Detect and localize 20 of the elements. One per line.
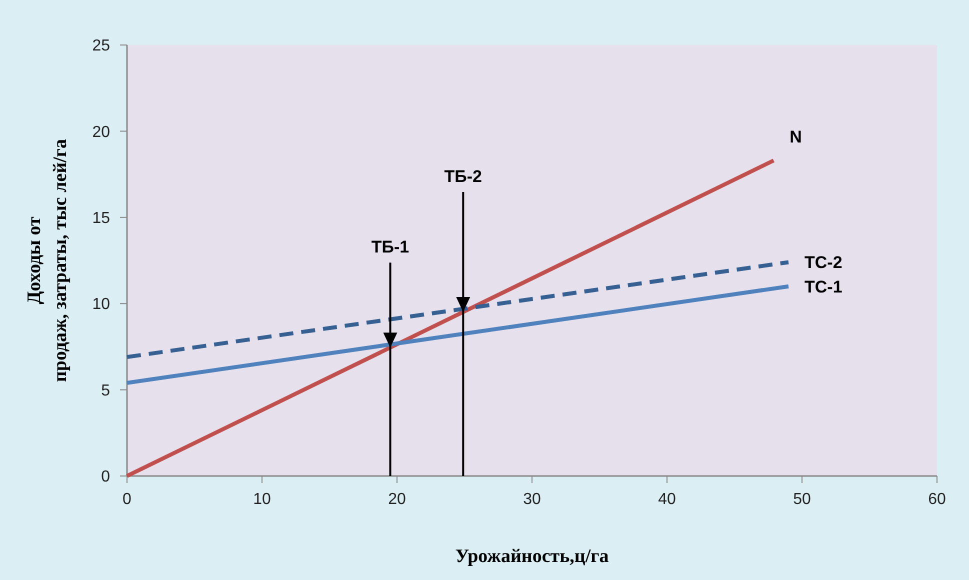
series-label: ТС-2: [804, 253, 842, 272]
y-tick-label: 0: [101, 468, 110, 486]
x-tick-label: 0: [122, 491, 132, 508]
ref-line-label: ТБ-1: [371, 238, 410, 257]
y-tick-label: 25: [92, 38, 110, 55]
x-tick-label: 30: [523, 491, 541, 508]
x-tick-label: 60: [928, 491, 946, 508]
x-axis-title: Урожайность,ц/га: [455, 546, 610, 567]
y-axis-title: Доходы от продаж, затраты, тыс лей/га: [24, 138, 71, 382]
x-tick-label: 40: [658, 491, 676, 508]
x-tick-label: 10: [253, 491, 271, 508]
y-tick-label: 5: [101, 382, 110, 400]
y-tick-label: 10: [92, 296, 110, 314]
y-tick-label: 15: [92, 210, 110, 227]
series-label: N: [790, 127, 802, 146]
y-tick-label: 20: [92, 124, 110, 141]
ref-line-label: ТБ-2: [444, 166, 482, 186]
x-tick-label: 20: [388, 491, 406, 508]
x-tick-label: 50: [793, 491, 811, 508]
series-label: ТС-1: [804, 277, 842, 296]
